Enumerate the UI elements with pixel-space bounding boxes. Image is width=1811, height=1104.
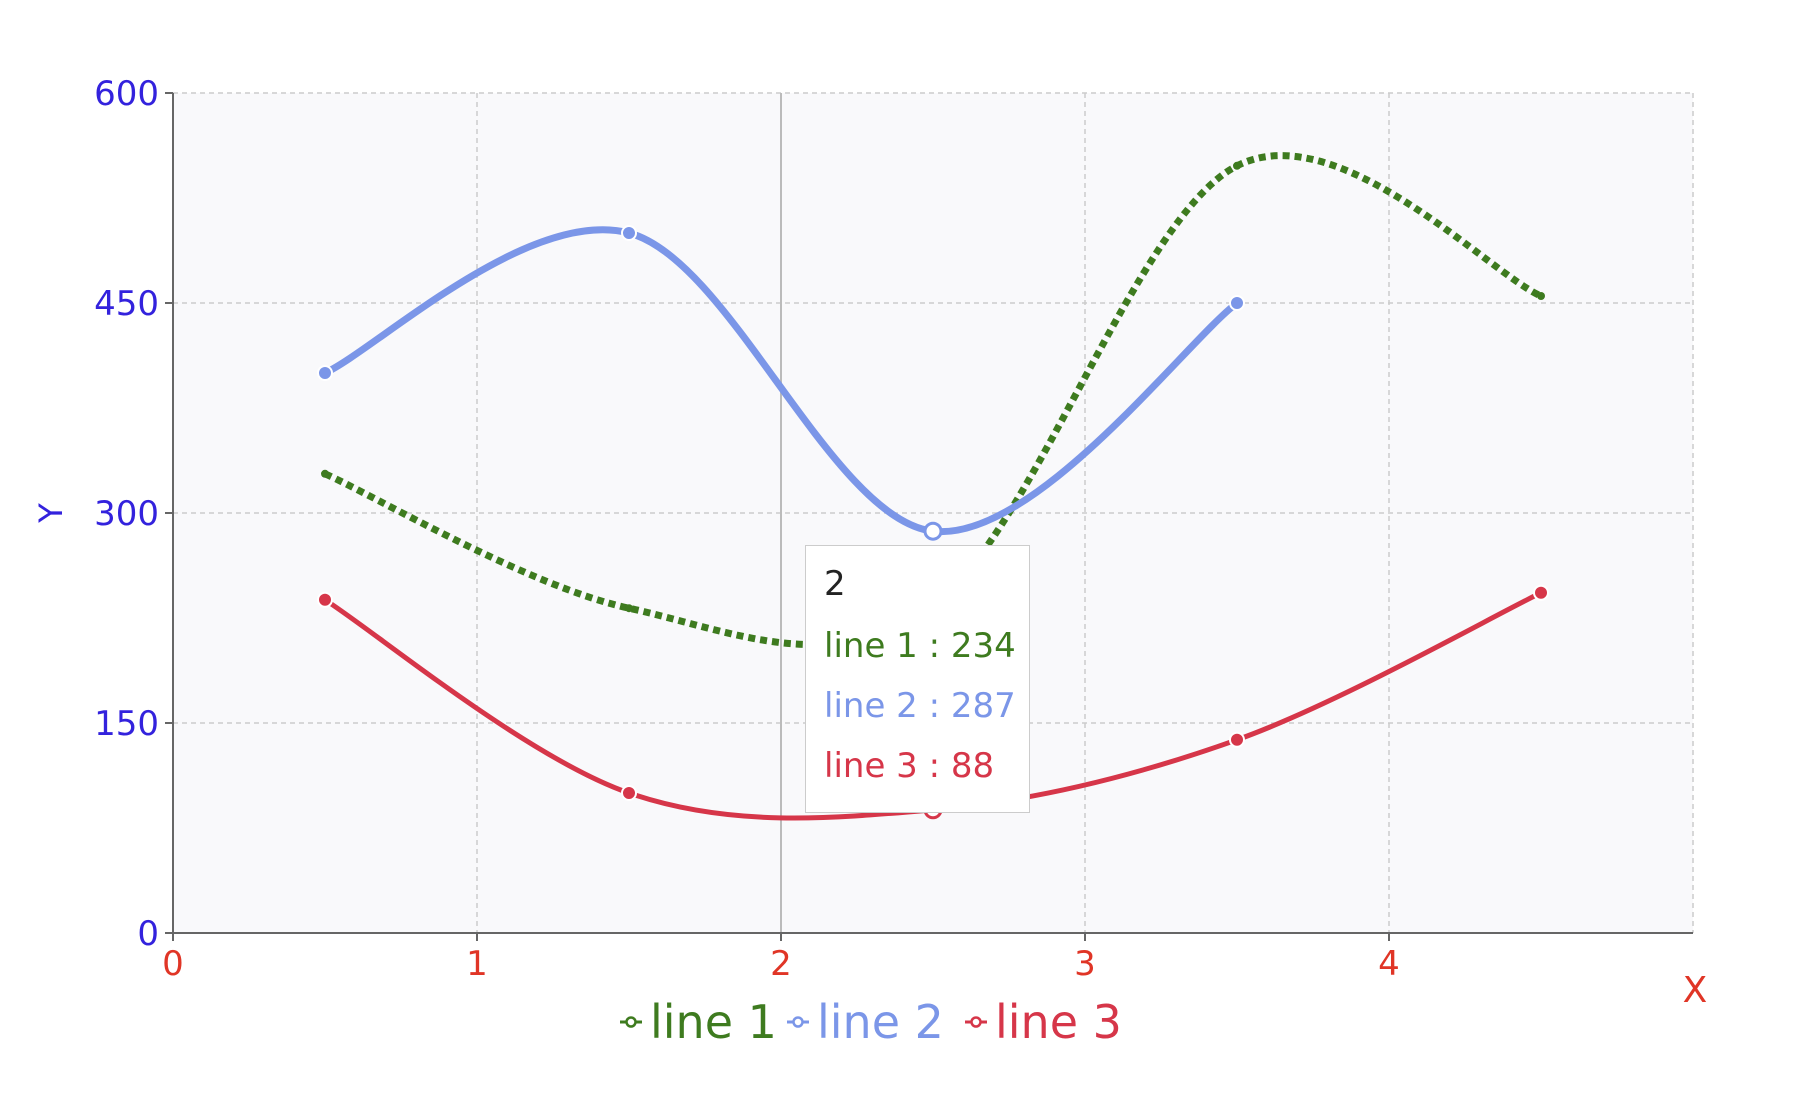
x-tick-label-4: 4 (1378, 944, 1400, 984)
tooltip-row-line-2: line 2 : 287 (824, 686, 1016, 726)
data-point-line-2-3[interactable] (1229, 295, 1245, 311)
data-point-line-3-1[interactable] (621, 785, 637, 801)
legend-marker-icon (792, 1016, 804, 1028)
tooltip-row-line-1: line 1 : 234 (824, 626, 1016, 666)
y-tick-label-4: 600 (94, 74, 159, 114)
tooltip-row-line-3: line 3 : 88 (824, 746, 995, 786)
data-point-line-1-0[interactable] (321, 469, 329, 478)
y-tick-label-0: 0 (137, 914, 159, 954)
series-line-line-2 (321, 226, 1241, 535)
legend-item-line-1[interactable]: line 1 (620, 995, 777, 1049)
legend-label: line 2 (817, 995, 944, 1049)
y-tick-label-2: 300 (94, 494, 159, 534)
legend: line 1 line 2 line 3 (620, 995, 1122, 1049)
series-line-2 (317, 225, 1245, 541)
legend-item-line-2[interactable]: line 2 (787, 995, 944, 1049)
hover-tooltip: 2 line 1 : 234 line 2 : 287 line 3 : 88 (805, 545, 1030, 813)
y-axis-label: Y (32, 503, 70, 524)
x-axis-label: X (1683, 970, 1708, 1011)
data-point-line-2-1[interactable] (621, 225, 637, 241)
axes (165, 92, 1693, 941)
x-tick-label-0: 0 (162, 944, 184, 984)
data-point-line-1-1[interactable] (625, 604, 633, 613)
legend-label: line 3 (995, 995, 1122, 1049)
legend-item-line-3[interactable]: line 3 (965, 995, 1122, 1049)
x-tick-label-1: 1 (466, 944, 488, 984)
data-point-line-3-0[interactable] (317, 591, 333, 608)
data-point-line-1-4[interactable] (1537, 292, 1545, 300)
legend-label: line 1 (650, 995, 777, 1049)
x-tick-label-2: 2 (770, 944, 792, 984)
x-tick-label-3: 3 (1074, 944, 1096, 984)
data-point-line-3-3[interactable] (1229, 731, 1245, 748)
legend-marker-icon (970, 1016, 982, 1028)
data-point-line-2-0[interactable] (317, 365, 333, 381)
tooltip-title: 2 (824, 564, 846, 604)
tick-labels: 0 150 300 450 600 0 1 2 3 4 (94, 74, 1400, 984)
data-point-line-1-3[interactable] (1233, 161, 1241, 170)
data-point-line-2-2[interactable] (923, 521, 943, 541)
y-tick-label-3: 450 (94, 284, 159, 324)
data-point-line-3-4[interactable] (1533, 584, 1549, 601)
y-tick-label-1: 150 (94, 704, 159, 744)
legend-marker-icon (625, 1016, 637, 1028)
